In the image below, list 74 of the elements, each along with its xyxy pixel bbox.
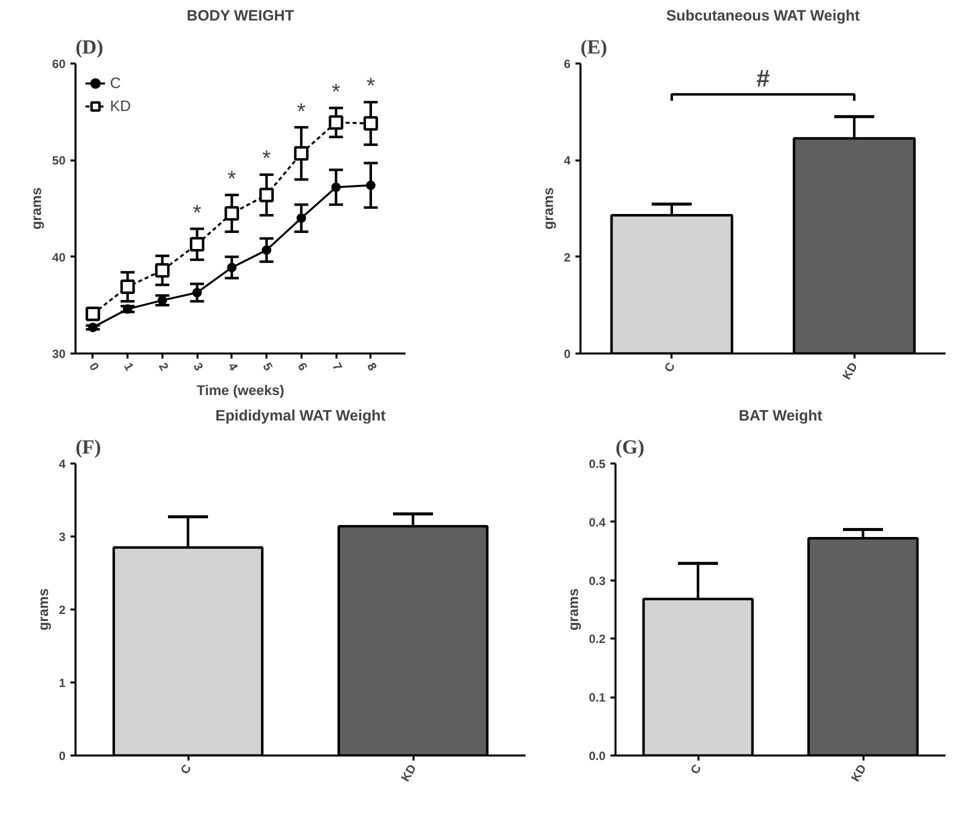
chart-title: Epididymal WAT Weight (215, 408, 386, 424)
x-tick-label: KD (840, 360, 860, 382)
x-tick-label: 6 (294, 360, 310, 374)
x-tick-label: 2 (156, 360, 172, 374)
x-tick-label: C (178, 762, 194, 777)
point (192, 288, 202, 298)
annotation: * (297, 98, 306, 124)
legend-label: KD (110, 98, 131, 114)
point (224, 206, 240, 221)
point (120, 280, 135, 294)
y-axis-title: grams (34, 588, 51, 631)
x-tick-label: 4 (225, 360, 241, 374)
x-tick-label: KD (398, 762, 420, 784)
point (88, 322, 98, 332)
annotation: * (192, 200, 202, 225)
y-tick-label: 0.3 (588, 574, 606, 588)
y-tick-label: 40 (52, 250, 66, 264)
y-tick-label: 60 (52, 57, 66, 71)
y-tick-label: 0.0 (588, 749, 606, 763)
point (294, 146, 309, 161)
point (328, 115, 344, 130)
x-tick-label: KD (848, 762, 870, 784)
y-tick-label: 0.5 (588, 457, 606, 471)
chart-title: BODY WEIGHT (186, 8, 294, 24)
point (296, 213, 306, 223)
y-tick-label: 3 (58, 530, 66, 544)
point (331, 182, 341, 192)
annotation: * (262, 146, 272, 171)
legend-label: C (110, 74, 122, 92)
y-tick-label: 2 (564, 250, 571, 264)
y-tick-label: 0.4 (588, 515, 606, 530)
x-tick-label: 7 (330, 360, 346, 374)
point (366, 180, 376, 190)
text: (D) (76, 36, 104, 58)
y-axis-title: grams (540, 187, 556, 230)
x-axis-title: Time (weeks) (196, 382, 284, 398)
x-tick-label: C (661, 360, 678, 375)
y-tick-label: 0 (58, 749, 66, 763)
y-tick-label: 2 (58, 603, 66, 617)
point (86, 306, 100, 322)
x-tick-label: 8 (364, 360, 380, 374)
point (227, 262, 237, 272)
point (364, 116, 378, 131)
y-tick-label: 4 (564, 154, 571, 168)
y-axis-title: grams (564, 588, 581, 631)
x-tick-label: 0 (86, 360, 102, 374)
text: (F) (76, 436, 102, 458)
chart-title: BAT Weight (738, 408, 822, 424)
y-tick-label: 50 (52, 154, 66, 168)
point (190, 237, 204, 252)
annotation: * (228, 166, 237, 191)
y-tick-label: 0.1 (588, 690, 606, 705)
x-tick-label: 5 (260, 360, 276, 374)
x-tick-label: C (688, 762, 704, 777)
x-tick-label: 3 (190, 360, 206, 374)
text: (G) (616, 436, 644, 458)
chart-title: Subcutaneous WAT Weight (666, 8, 860, 24)
y-tick-label: 30 (52, 347, 66, 361)
point (122, 304, 132, 314)
annotation: * (366, 73, 376, 98)
y-axis-title: grams (28, 187, 44, 230)
y-tick-label: 1 (58, 676, 66, 690)
y-tick-label: 6 (564, 57, 571, 71)
x-tick-label: 1 (121, 360, 137, 374)
annotation: # (756, 65, 770, 92)
point (158, 296, 168, 306)
text: (E) (580, 36, 608, 58)
y-tick-label: 0.2 (588, 632, 606, 646)
annotation: * (332, 78, 341, 104)
y-tick-label: 0 (564, 347, 571, 361)
point (259, 188, 274, 202)
point (155, 263, 170, 278)
y-tick-label: 4 (58, 457, 66, 471)
point (262, 245, 272, 255)
